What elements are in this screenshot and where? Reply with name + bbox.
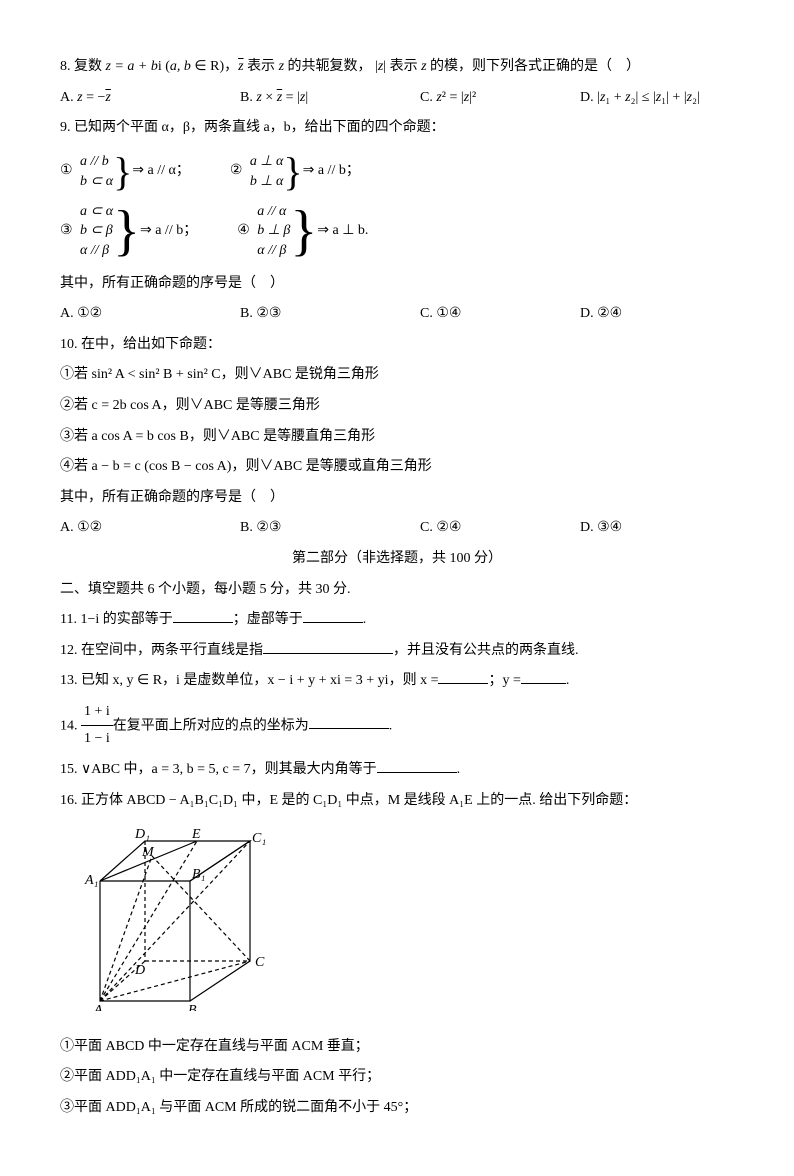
q8-options: A. z = −z B. z × z = |z| C. z² = |z|² D.… <box>60 85 734 112</box>
q8-text: 8. 复数 z = a + bi (a, b ∈ R)，z 表示 z 的共轭复数… <box>60 54 734 81</box>
label-A: A <box>93 1003 103 1011</box>
q10-opt-b: B. ②③ <box>240 515 420 542</box>
q10-opt-d: D. ③④ <box>580 515 622 542</box>
q10-options: A. ①② B. ②③ C. ②④ D. ③④ <box>60 515 734 542</box>
q9-opt-d: D. ②④ <box>580 301 622 328</box>
q16-p3: ③平面 ADD₁A₁ 与平面 ACM 所成的锐二面角不小于 45°； <box>60 1095 734 1122</box>
q10-p2: ②若 c = 2b cos A，则∨ABC 是等腰三角形 <box>60 393 734 420</box>
q9-opt-a: A. ①② <box>60 301 240 328</box>
fill-intro: 二、填空题共 6 个小题，每小题 5 分，共 30 分. <box>60 577 734 604</box>
label-C1: C₁ <box>252 831 266 846</box>
label-B1: B₁ <box>192 867 205 882</box>
q9-opt-c: C. ①④ <box>420 301 580 328</box>
q9-row2: ③ a ⊂ αb ⊂ βα // β } ⇒ a // b； ④ a // αb… <box>60 202 734 261</box>
cube-diagram: A B C D A₁ B₁ C₁ D₁ E M <box>80 826 280 1011</box>
q8-opt-c: C. z² = |z|² <box>420 85 580 112</box>
label-E: E <box>191 827 201 842</box>
q16-p1: ①平面 ABCD 中一定存在直线与平面 ACM 垂直； <box>60 1034 734 1061</box>
q8-m2: 的共轭复数， <box>288 59 372 74</box>
q10-p4: ④若 a − b = c (cos B − cos A)，则∨ABC 是等腰或直… <box>60 454 734 481</box>
q8-opt-b: B. z × z = |z| <box>240 85 420 112</box>
q8-m1: 表示 <box>247 59 275 74</box>
q10-p3: ③若 a cos A = b cos B，则∨ABC 是等腰直角三角形 <box>60 424 734 451</box>
q8-opt-a: A. z = −z <box>60 85 240 112</box>
label-C: C <box>255 955 265 970</box>
q14: 14. 1 + i1 − i在复平面上所对应的点的坐标为. <box>60 699 734 753</box>
q11: 11. 1−i 的实部等于；虚部等于. <box>60 607 734 634</box>
q9-row1: ① a // bb ⊂ α } ⇒ a // α； ② a ⊥ αb ⊥ α }… <box>60 152 734 192</box>
label-M: M <box>141 845 155 860</box>
q10-opt-c: C. ②④ <box>420 515 580 542</box>
q8-m4: 的模，则下列各式正确的是（ ） <box>430 59 640 74</box>
q8-prefix: 8. 复数 <box>60 59 102 74</box>
q8-m3: 表示 <box>390 59 418 74</box>
q9-intro: 9. 已知两个平面 α，β，两条直线 a，b，给出下面的四个命题： <box>60 115 734 142</box>
label-D1: D₁ <box>134 827 150 842</box>
q15: 15. ∨ABC 中，a = 3, b = 5, c = 7，则其最大内角等于. <box>60 757 734 784</box>
q16-intro: 16. 正方体 ABCD − A₁B₁C₁D₁ 中，E 是的 C₁D₁ 中点，M… <box>60 788 734 815</box>
q9-options: A. ①② B. ②③ C. ①④ D. ②④ <box>60 301 734 328</box>
q10-opt-a: A. ①② <box>60 515 240 542</box>
q8-opt-d: D. |z₁ + z₂| ≤ |z₁| + |z₂| <box>580 85 700 112</box>
q10-intro: 10. 在中，给出如下命题： <box>60 332 734 359</box>
q10-p1: ①若 sin² A < sin² B + sin² C，则∨ABC 是锐角三角形 <box>60 362 734 389</box>
q13: 13. 已知 x, y ∈ R，i 是虚数单位，x − i + y + xi =… <box>60 668 734 695</box>
q9-conclusion: 其中，所有正确命题的序号是（ ） <box>60 271 734 298</box>
q9-opt-b: B. ②③ <box>240 301 420 328</box>
q10-conclusion: 其中，所有正确命题的序号是（ ） <box>60 485 734 512</box>
label-A1: A₁ <box>84 873 98 888</box>
label-B: B <box>188 1003 197 1011</box>
part2-title: 第二部分（非选择题，共 100 分） <box>60 546 734 573</box>
q16-p2: ②平面 ADD₁A₁ 中一定存在直线与平面 ACM 平行； <box>60 1064 734 1091</box>
label-D: D <box>134 963 145 978</box>
q12: 12. 在空间中，两条平行直线是指，并且没有公共点的两条直线. <box>60 638 734 665</box>
